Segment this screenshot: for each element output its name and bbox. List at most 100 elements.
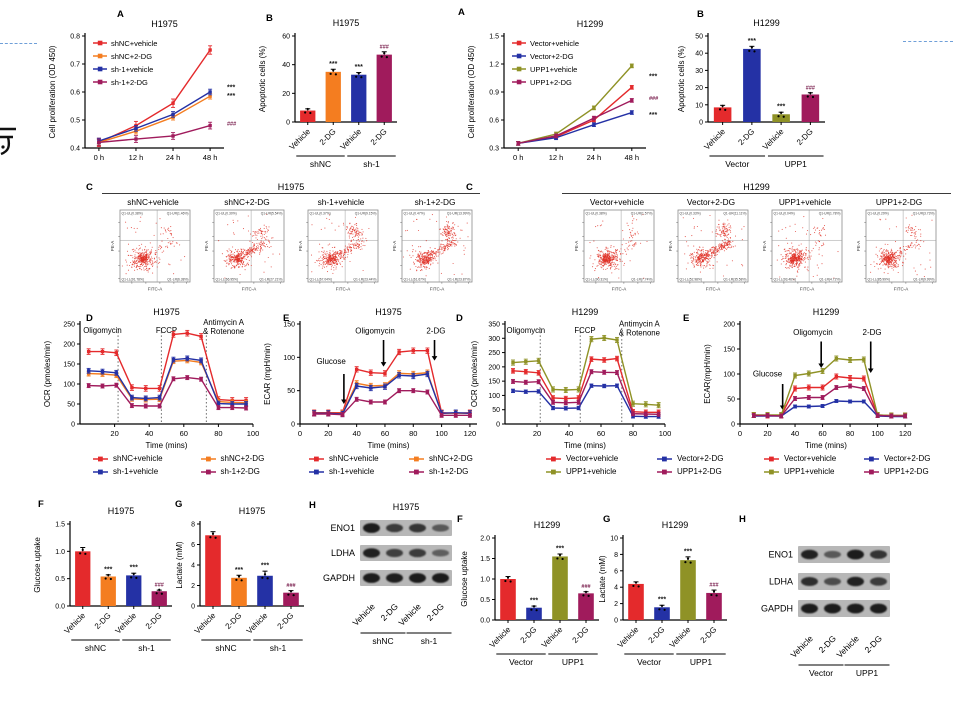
legend-label: Vector+vehicle — [566, 454, 619, 463]
svg-text:***: *** — [104, 566, 112, 573]
legend-h1299-ocr: Vector+vehicle Vector+2-DG UPP1+vehicle UPP… — [545, 454, 757, 476]
svg-text:###: ### — [806, 85, 815, 91]
svg-text:H1975: H1975 — [108, 506, 135, 516]
plot-h1299_apoptosis: 0 10 20 30 40 50 Apoptotic cells (%) H1299 Vehic… — [677, 18, 825, 169]
svg-text:2-DG: 2-DG — [93, 611, 113, 631]
svg-text:Vehicle: Vehicle — [702, 127, 727, 152]
svg-text:50: 50 — [287, 388, 295, 395]
svg-text:H1299: H1299 — [753, 18, 780, 28]
svg-text:20: 20 — [533, 429, 541, 438]
blot-band — [870, 603, 887, 614]
svg-text:ENO1: ENO1 — [330, 523, 355, 533]
svg-text:0.0: 0.0 — [55, 604, 65, 611]
blot-strip-LDHA — [798, 573, 890, 590]
svg-text:Oligomycin: Oligomycin — [355, 326, 395, 335]
plot-h1299_ocr: 0 50 100 150 200 250 300 350 20 40 60 80 100 Time (mi… — [470, 307, 671, 450]
svg-text:Q1-LR(4.72%): Q1-LR(4.72%) — [819, 278, 840, 282]
svg-text:FITC-A: FITC-A — [612, 287, 627, 292]
svg-text:1.0: 1.0 — [55, 549, 65, 556]
bar-Vehicle — [351, 74, 367, 122]
svg-text:Q1-LR(27.21%): Q1-LR(27.21%) — [259, 278, 282, 282]
svg-text:2-DG: 2-DG — [736, 127, 756, 147]
svg-text:0.5: 0.5 — [55, 576, 65, 583]
series-Vector+2-DG — [511, 383, 661, 419]
bar-Vehicle — [205, 535, 221, 606]
legend-label: sh-1+2-DG — [429, 467, 469, 476]
svg-text:0.7: 0.7 — [70, 62, 80, 69]
svg-text:0.6: 0.6 — [70, 90, 80, 97]
panel-letter-a-h1975: A — [117, 9, 124, 20]
svg-text:UPP1: UPP1 — [785, 159, 807, 169]
series-shNC+vehicle — [96, 45, 213, 148]
chart-h1299-proliferation: 0.3 0.6 0.9 1.2 1.5 0 h 12 h 24 h 48 h Cell proli… — [467, 19, 658, 162]
legend-h1975-ecar: shNC+vehicle shNC+2-DG sh-1+vehicle sh-1+2-… — [308, 454, 498, 476]
chart-h1975-proliferation: 0.4 0.5 0.6 0.7 0.8 0 h 12 h 24 h 48 h Cell proli… — [48, 19, 236, 162]
svg-text:Q1-UL(0.29%): Q1-UL(0.29%) — [868, 212, 889, 216]
blot-band — [409, 523, 426, 533]
bar-2-DG — [654, 607, 670, 620]
legend-entry-shNC+vehicle: shNC+vehicle — [92, 454, 190, 463]
bar-2-DG — [283, 592, 299, 606]
svg-text:shNC: shNC — [215, 643, 236, 653]
svg-text:Q1-LL(52.98%): Q1-LL(52.98%) — [680, 278, 703, 282]
legend-entry-UPP1+vehicle: UPP1+vehicle — [763, 467, 853, 476]
svg-text:0.9: 0.9 — [489, 90, 499, 97]
legend-entry-sh-1+2-DG: sh-1+2-DG — [408, 467, 498, 476]
flow-scatter: Q1-UL(0.38%) Q1-UR(1.46%) Q1-LL(91.78%) Q1-… — [110, 209, 191, 292]
blot-band — [824, 550, 841, 559]
legend-label: sh-1+2-DG — [220, 467, 260, 476]
svg-text:FCCP: FCCP — [574, 326, 595, 335]
flow-scatter: Q1-UL(0.38%) Q1-UR(1.57%) Q1-LL(90.31%) Q1-… — [574, 209, 655, 292]
svg-text:1.5: 1.5 — [489, 34, 499, 41]
blot-band — [409, 573, 426, 583]
svg-text:Antimycin A: Antimycin A — [619, 319, 661, 328]
svg-text:Q1-UR(3.73%): Q1-UR(3.73%) — [913, 212, 935, 216]
svg-text:Vehicle: Vehicle — [350, 601, 377, 628]
svg-text:FITC-A: FITC-A — [242, 287, 257, 292]
blot-band — [801, 603, 818, 614]
blot-strip-GAPDH — [798, 600, 890, 617]
chart-h1299-ocr: 0 50 100 150 200 250 300 350 20 40 60 80 100 Time (mi… — [470, 307, 671, 450]
blot-band — [386, 523, 403, 533]
legend-label: UPP1+vehicle — [784, 467, 835, 476]
svg-text:Vehicle: Vehicle — [288, 127, 313, 152]
svg-text:Q1-LL(85.99%): Q1-LL(85.99%) — [868, 278, 891, 282]
svg-text:48 h: 48 h — [624, 153, 639, 162]
svg-text:UPP1+vehicle: UPP1+vehicle — [530, 65, 577, 74]
svg-text:PE-A: PE-A — [762, 241, 767, 252]
svg-text:Lactate (mM): Lactate (mM) — [175, 541, 184, 588]
svg-text:***: *** — [329, 61, 337, 68]
svg-text:50: 50 — [492, 407, 500, 414]
flow-plot-shNC+2-DG: shNC+2-DG Q1-UL(0.30%) Q1-UR(5.54%) Q1-LL(6… — [202, 197, 292, 304]
chart-h1299-apoptosis: 0 10 20 30 40 50 Apoptotic cells (%) H1299 Vehic… — [677, 18, 825, 169]
bar-Vehicle — [680, 560, 696, 620]
svg-text:PE-A: PE-A — [298, 241, 303, 252]
svg-text:sh-1: sh-1 — [363, 159, 380, 169]
series-sh-1+vehicle — [96, 88, 213, 145]
flow-plot-Vector+vehicle: Vector+vehicle Q1-UL(0.38%) Q1-UR(1.57%) Q1… — [572, 197, 662, 304]
svg-text:FITC-A: FITC-A — [336, 287, 351, 292]
blot-strip-LDHA — [360, 545, 452, 561]
svg-text:PE-A: PE-A — [574, 241, 579, 252]
flow-title: H1299 — [743, 182, 770, 192]
blot-band — [432, 549, 449, 557]
svg-text:shNC: shNC — [85, 643, 106, 653]
series-sh-1+2-DG — [86, 375, 249, 411]
series-UPP1+2-DG — [511, 369, 661, 417]
svg-text:shNC+2-DG: shNC+2-DG — [111, 52, 152, 61]
panel-letter-e-h1975: E — [283, 313, 290, 324]
svg-text:***: *** — [777, 104, 785, 111]
svg-text:0: 0 — [298, 429, 302, 438]
svg-text:60: 60 — [180, 429, 188, 438]
legend-entry-Vector+2-DG: Vector+2-DG — [863, 454, 953, 463]
legend-entry-UPP1+vehicle: UPP1+vehicle — [545, 467, 646, 476]
svg-text:H1975: H1975 — [375, 307, 402, 317]
svg-text:FITC-A: FITC-A — [148, 287, 163, 292]
blot-band — [824, 603, 841, 614]
flow-scatter: Q1-UL(0.33%) Q1-UR(11.11%) Q1-LL(52.98%) Q1… — [668, 209, 749, 292]
svg-text:FCCP: FCCP — [156, 326, 177, 335]
svg-text:0: 0 — [496, 422, 500, 429]
svg-text:100: 100 — [63, 382, 75, 389]
svg-text:Q1-LL(61.67%): Q1-LL(61.67%) — [404, 278, 427, 282]
